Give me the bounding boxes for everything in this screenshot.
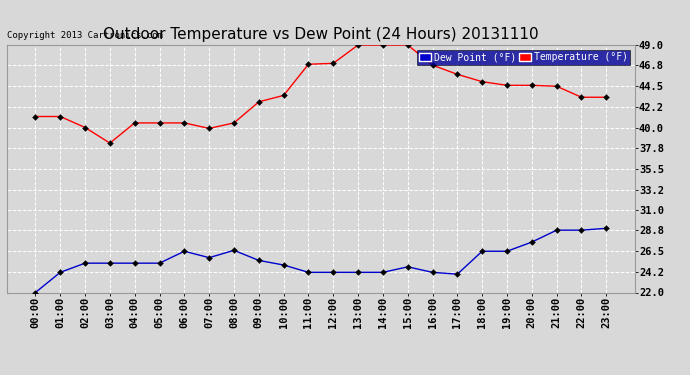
- Title: Outdoor Temperature vs Dew Point (24 Hours) 20131110: Outdoor Temperature vs Dew Point (24 Hou…: [103, 27, 539, 42]
- Text: Copyright 2013 Cartronics.com: Copyright 2013 Cartronics.com: [7, 31, 163, 40]
- Legend: Dew Point (°F), Temperature (°F): Dew Point (°F), Temperature (°F): [417, 50, 630, 65]
